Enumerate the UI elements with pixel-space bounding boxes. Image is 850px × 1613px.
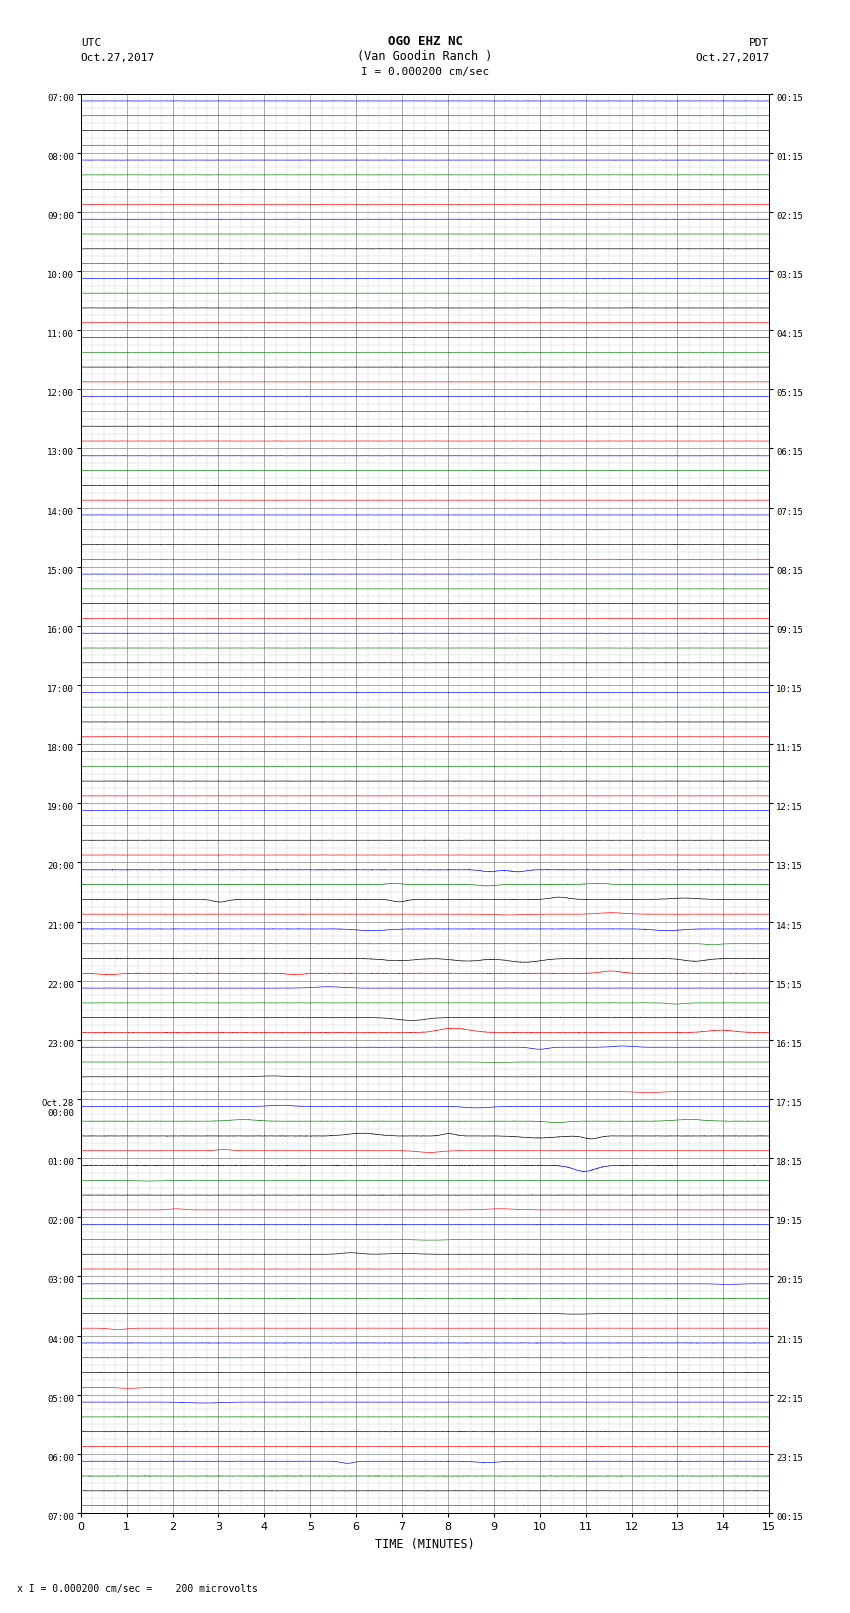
Text: UTC: UTC — [81, 39, 101, 48]
Text: x I = 0.000200 cm/sec =    200 microvolts: x I = 0.000200 cm/sec = 200 microvolts — [17, 1584, 258, 1594]
X-axis label: TIME (MINUTES): TIME (MINUTES) — [375, 1537, 475, 1550]
Text: OGO EHZ NC: OGO EHZ NC — [388, 35, 462, 48]
Text: PDT: PDT — [749, 39, 769, 48]
Text: Oct.27,2017: Oct.27,2017 — [695, 53, 769, 63]
Text: Oct.27,2017: Oct.27,2017 — [81, 53, 155, 63]
Text: (Van Goodin Ranch ): (Van Goodin Ranch ) — [357, 50, 493, 63]
Text: I = 0.000200 cm/sec: I = 0.000200 cm/sec — [361, 68, 489, 77]
